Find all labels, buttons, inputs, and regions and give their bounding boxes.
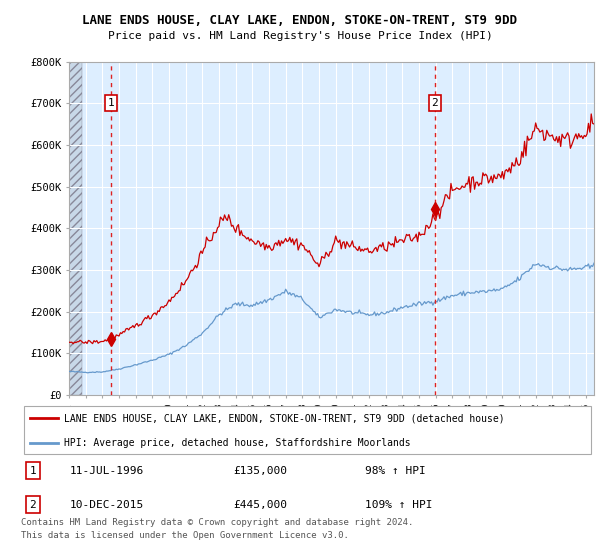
FancyBboxPatch shape xyxy=(24,406,591,454)
Text: HPI: Average price, detached house, Staffordshire Moorlands: HPI: Average price, detached house, Staf… xyxy=(64,438,410,448)
Text: 10-DEC-2015: 10-DEC-2015 xyxy=(70,500,144,510)
Text: £135,000: £135,000 xyxy=(233,466,287,476)
Text: 1: 1 xyxy=(29,466,37,476)
Text: 11-JUL-1996: 11-JUL-1996 xyxy=(70,466,144,476)
Text: LANE ENDS HOUSE, CLAY LAKE, ENDON, STOKE-ON-TRENT, ST9 9DD (detached house): LANE ENDS HOUSE, CLAY LAKE, ENDON, STOKE… xyxy=(64,413,505,423)
Text: LANE ENDS HOUSE, CLAY LAKE, ENDON, STOKE-ON-TRENT, ST9 9DD: LANE ENDS HOUSE, CLAY LAKE, ENDON, STOKE… xyxy=(83,14,517,27)
Text: 2: 2 xyxy=(431,98,438,108)
Text: £445,000: £445,000 xyxy=(233,500,287,510)
Text: This data is licensed under the Open Government Licence v3.0.: This data is licensed under the Open Gov… xyxy=(21,531,349,540)
Bar xyxy=(69,62,82,395)
Text: 1: 1 xyxy=(108,98,115,108)
Text: 2: 2 xyxy=(29,500,37,510)
Text: 109% ↑ HPI: 109% ↑ HPI xyxy=(365,500,432,510)
Text: Contains HM Land Registry data © Crown copyright and database right 2024.: Contains HM Land Registry data © Crown c… xyxy=(21,519,413,528)
Text: 98% ↑ HPI: 98% ↑ HPI xyxy=(365,466,425,476)
Text: Price paid vs. HM Land Registry's House Price Index (HPI): Price paid vs. HM Land Registry's House … xyxy=(107,31,493,41)
